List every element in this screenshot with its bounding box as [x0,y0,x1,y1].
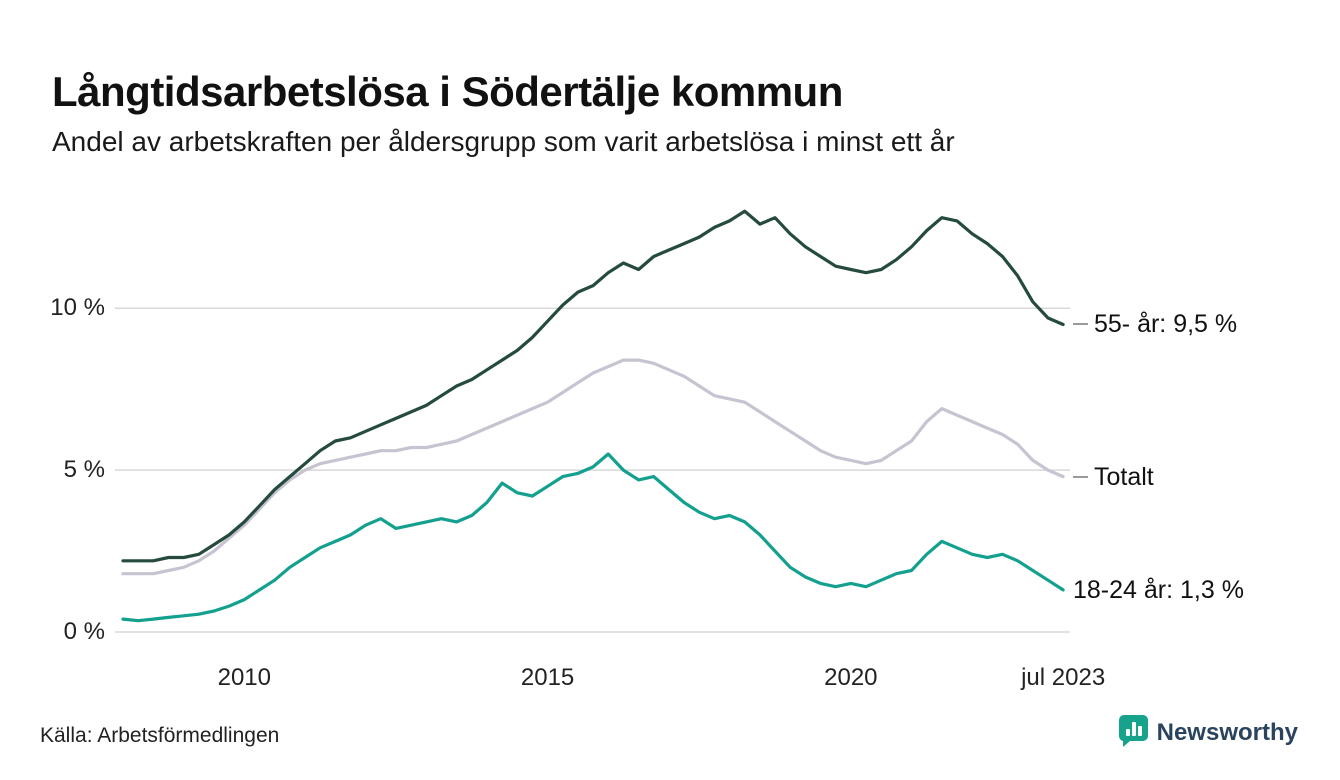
label-tick-dash [1073,475,1088,478]
brand-logo: Newsworthy [1118,714,1298,752]
x-tick-label: 2020 [824,664,878,691]
newsworthy-icon [1118,714,1149,752]
x-tick-label: 2010 [217,664,271,691]
label-tick-dash [1073,323,1088,326]
series-end-label-text: 55- år: 9,5 % [1094,310,1238,339]
chart-title: Långtidsarbetslösa i Södertälje kommun [52,68,843,116]
series-line-3 [121,452,1065,623]
x-tick-label: jul 2023 [1021,664,1106,691]
brand-name: Newsworthy [1156,719,1298,746]
series-end-label: 55- år: 9,5 % [1073,308,1237,340]
series-end-label-text: 18-24 år: 1,3 % [1073,575,1244,604]
source-note: Källa: Arbetsförmedlingen [40,724,280,747]
series-line-1 [121,358,1065,576]
y-tick-label: 0 % [63,618,105,645]
x-tick-label: 2015 [520,664,575,691]
series-line-2 [121,209,1065,563]
series-end-label: 18-24 år: 1,3 % [1073,574,1244,606]
chart-subtitle: Andel av arbetskraften per åldersgrupp s… [52,126,955,157]
series-end-label-text: Totalt [1094,462,1154,491]
y-tick-label: 10 % [50,294,105,322]
y-tick-label: 5 % [63,456,105,484]
series-end-label: Totalt [1073,461,1154,493]
